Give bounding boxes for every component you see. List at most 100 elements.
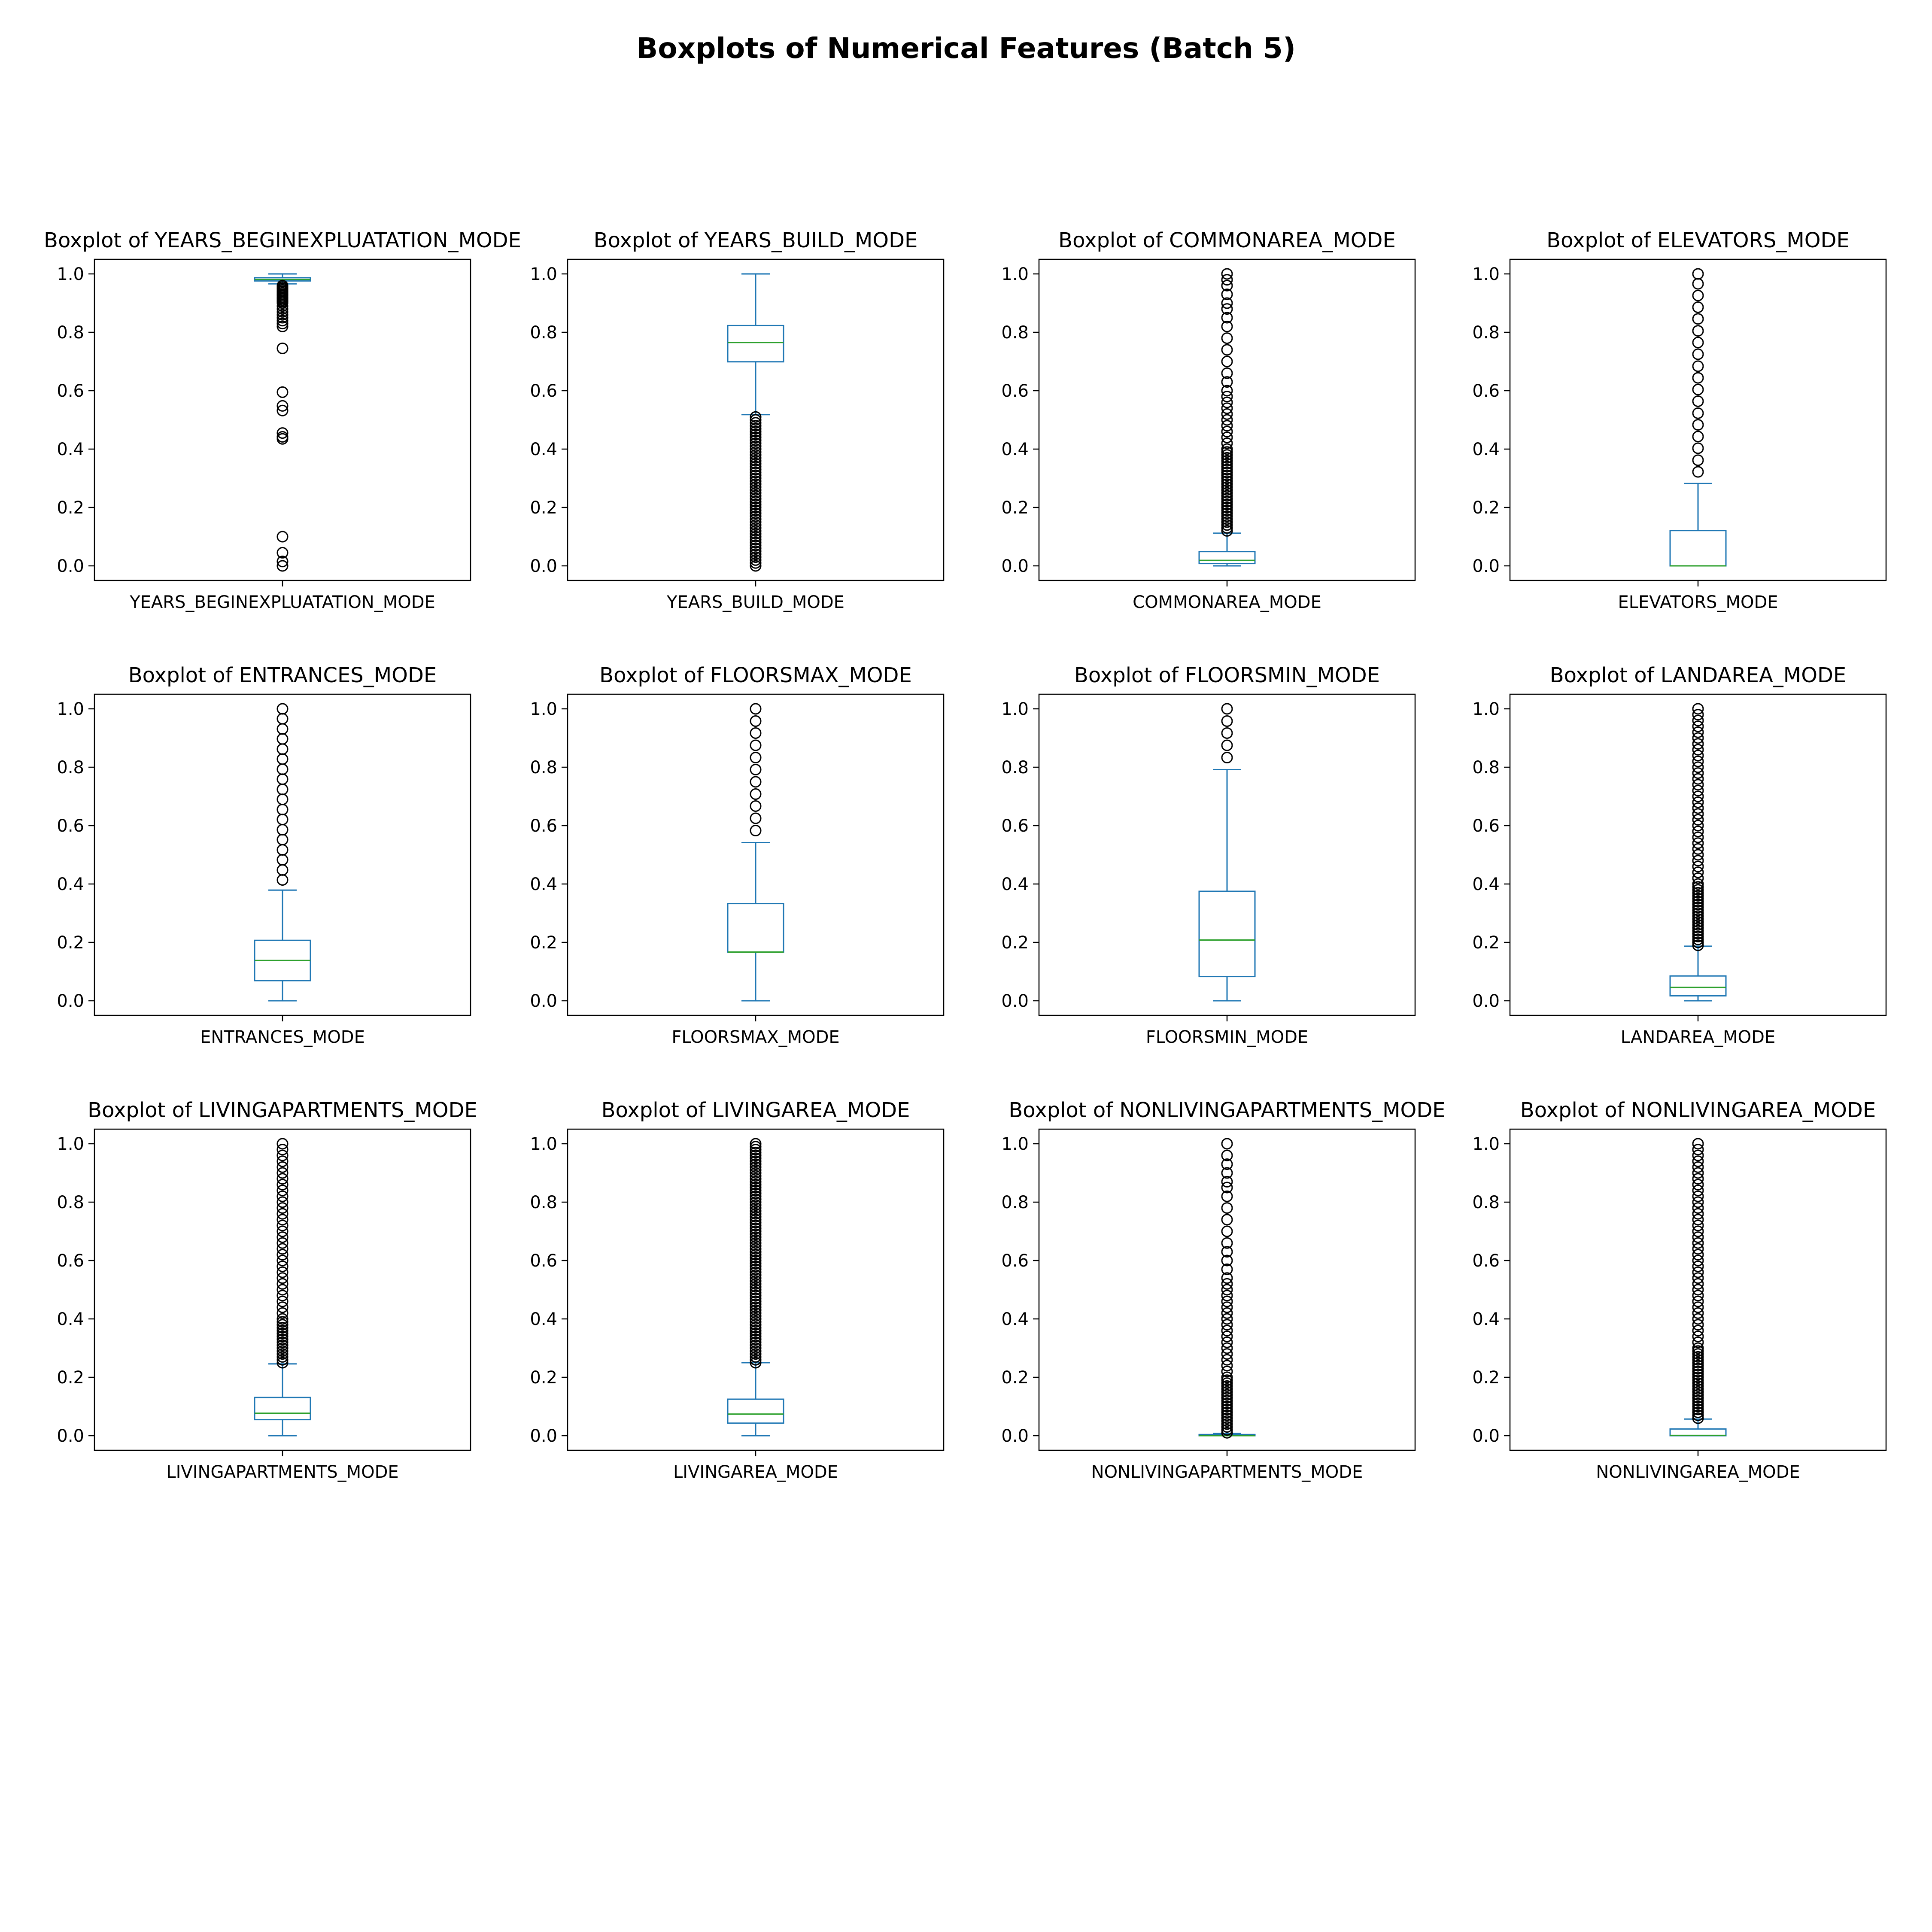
outlier-point (750, 498, 762, 510)
y-tick-label: 0.0 (530, 556, 557, 576)
outlier-point (1221, 469, 1233, 481)
outlier-point (1221, 1397, 1233, 1410)
y-tick-label: 1.0 (57, 1134, 84, 1154)
y-tick-label: 0.8 (530, 758, 557, 778)
outlier-point (1692, 1202, 1704, 1214)
outlier-point (1221, 1377, 1233, 1389)
y-tick-label: 0.2 (530, 1368, 557, 1388)
outlier-point (1221, 481, 1233, 493)
outlier-point (276, 1214, 289, 1226)
outlier-point (750, 703, 762, 715)
outlier-point (750, 1354, 762, 1366)
y-tick-label: 0.0 (1472, 556, 1500, 576)
outlier-point (750, 1331, 762, 1343)
outlier-point (276, 342, 289, 354)
outlier-point (1221, 355, 1233, 368)
axes-frame (567, 693, 945, 1016)
outlier-point (1221, 1406, 1233, 1419)
outlier-point (1692, 1351, 1704, 1363)
boxplot-panel: Boxplot of NONLIVINGAREA_MODE 0.0 0.2 0.4 0.… (1472, 1098, 1887, 1482)
outlier-point (1221, 1392, 1233, 1404)
outlier-point (1692, 1231, 1704, 1243)
y-tick-label: 1.0 (57, 264, 84, 284)
outlier-point (1692, 289, 1704, 301)
outlier-point (1221, 1421, 1233, 1433)
outlier-point (750, 1167, 762, 1179)
y-tick-label: 0.8 (1001, 1193, 1029, 1212)
outlier-point (1221, 1427, 1233, 1439)
boxplot-panel: Boxplot of ENTRANCES_MODE 0.0 0.2 0.4 0.6 0.8… (57, 663, 471, 1047)
outlier-point (1221, 1263, 1233, 1275)
y-tick-label: 0.2 (530, 933, 557, 953)
y-tick-label: 0.6 (1001, 381, 1029, 401)
outlier-point (1692, 872, 1704, 884)
outlier-point (750, 1141, 762, 1153)
outlier-point (276, 318, 289, 330)
outlier-point (750, 551, 762, 563)
subplot-title: Boxplot of LANDAREA_MODE (1550, 663, 1847, 687)
outlier-point (1221, 1342, 1233, 1354)
outlier-point (1692, 802, 1704, 814)
outlier-point (1692, 767, 1704, 779)
outlier-point (1692, 1295, 1704, 1307)
outlier-point (750, 1269, 762, 1281)
outlier-point (1692, 1374, 1704, 1386)
outlier-point (1692, 1348, 1704, 1360)
outlier-point (1692, 1167, 1704, 1179)
outlier-point (1221, 1403, 1233, 1416)
y-tick-label: 0.6 (1472, 816, 1500, 836)
outlier-point (1692, 1272, 1704, 1284)
outlier-point (1221, 376, 1233, 388)
outlier-point (276, 547, 289, 559)
outlier-point (1692, 831, 1704, 843)
outlier-point (1692, 1383, 1704, 1395)
outlier-point (1692, 913, 1704, 925)
outlier-point (1692, 1243, 1704, 1255)
outlier-point (750, 507, 762, 519)
outlier-point (1692, 916, 1704, 928)
y-tick-label: 0.0 (1001, 556, 1029, 576)
outlier-point (276, 1272, 289, 1284)
outlier-point (1692, 313, 1704, 325)
outlier-point (1692, 1394, 1704, 1406)
outlier-point (1221, 493, 1233, 505)
y-tick-label: 0.6 (530, 1251, 557, 1271)
outlier-point (750, 531, 762, 543)
outlier-point (1692, 761, 1704, 773)
y-tick-label: 0.8 (57, 323, 84, 343)
boxplot-panel: Boxplot of LIVINGAPARTMENTS_MODE 0.0 0.2 0.… (57, 1098, 477, 1482)
outlier-point (276, 1255, 289, 1267)
outlier-point (1221, 1394, 1233, 1406)
y-tick-label: 0.6 (1472, 381, 1500, 401)
outlier-point (1692, 1249, 1704, 1261)
outlier-point (1692, 1409, 1704, 1421)
outlier-point (1221, 525, 1233, 537)
y-tick-label: 0.6 (1472, 1251, 1500, 1271)
y-tick-label: 0.4 (530, 440, 557, 459)
outlier-point (1692, 720, 1704, 732)
outlier-point (1221, 510, 1233, 522)
axes-frame (1509, 258, 1887, 581)
y-tick-label: 0.0 (1472, 991, 1500, 1011)
outlier-point (750, 1342, 762, 1354)
x-tick-label: LANDAREA_MODE (1621, 1027, 1775, 1047)
x-tick-label: ELEVATORS_MODE (1618, 592, 1778, 612)
outlier-point (1692, 820, 1704, 832)
y-tick-label: 0.4 (57, 440, 84, 459)
outlier-point (1221, 344, 1233, 356)
subplot-title: Boxplot of FLOORSMAX_MODE (599, 663, 912, 687)
axes-frame (567, 258, 945, 581)
outlier-point (276, 1348, 289, 1360)
outlier-point (750, 1339, 762, 1351)
outlier-point (1692, 1412, 1704, 1424)
figure-title: Boxplots of Numerical Features (Batch 5) (636, 32, 1296, 65)
outlier-point (1221, 1319, 1233, 1331)
outlier-point (276, 297, 289, 309)
outlier-point (1221, 507, 1233, 519)
outlier-point (1692, 1284, 1704, 1296)
outlier-point (750, 1205, 762, 1217)
outlier-point (750, 522, 762, 534)
outlier-point (1221, 464, 1233, 476)
iqr-box (254, 1397, 311, 1421)
y-tick-label: 0.2 (1001, 933, 1029, 953)
